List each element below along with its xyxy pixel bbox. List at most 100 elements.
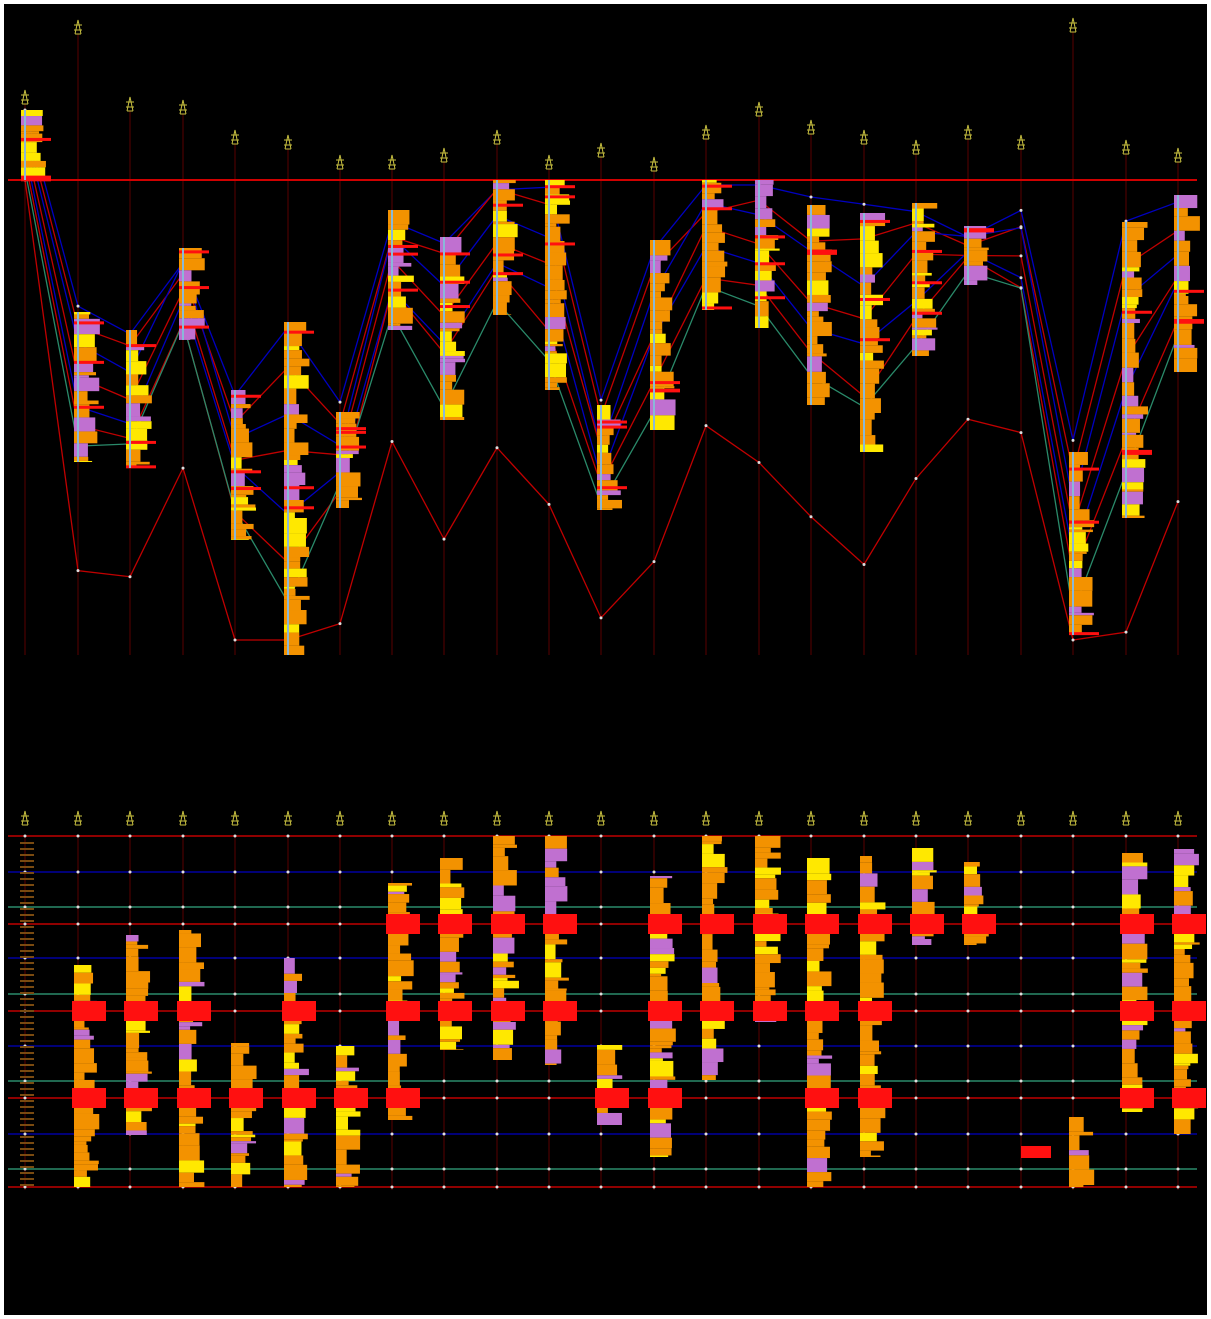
layer bbox=[650, 255, 668, 261]
layer bbox=[650, 1079, 668, 1092]
node bbox=[181, 870, 185, 874]
layer bbox=[860, 1074, 875, 1086]
layer bbox=[388, 262, 412, 267]
node bbox=[338, 956, 342, 960]
layer bbox=[179, 1172, 194, 1183]
node bbox=[1019, 870, 1023, 874]
marker bbox=[910, 914, 944, 934]
layer bbox=[126, 344, 145, 351]
layer bbox=[702, 1062, 718, 1076]
layer bbox=[284, 561, 301, 569]
layer bbox=[912, 872, 930, 876]
layer bbox=[493, 210, 507, 222]
layer bbox=[1122, 304, 1137, 309]
marker bbox=[1172, 914, 1206, 934]
layer bbox=[284, 568, 307, 578]
layer bbox=[755, 316, 769, 328]
layer bbox=[126, 416, 151, 422]
layer bbox=[231, 539, 249, 540]
layer bbox=[1174, 1108, 1195, 1120]
layer bbox=[126, 449, 141, 462]
scale-tick bbox=[20, 1088, 34, 1090]
layer bbox=[545, 387, 560, 390]
layer bbox=[1069, 481, 1081, 497]
node bbox=[1019, 226, 1023, 230]
layer bbox=[1122, 418, 1140, 433]
marker bbox=[962, 914, 996, 934]
layer bbox=[545, 299, 561, 304]
layer bbox=[702, 250, 725, 262]
layer bbox=[74, 994, 91, 1001]
layer bbox=[702, 261, 728, 267]
layer bbox=[650, 1060, 674, 1077]
layer bbox=[388, 976, 402, 982]
layer bbox=[807, 311, 819, 317]
marker bbox=[753, 1001, 787, 1021]
layer bbox=[1174, 347, 1198, 359]
layer bbox=[964, 265, 988, 281]
node bbox=[914, 1096, 918, 1100]
marker bbox=[807, 249, 837, 253]
well-icon bbox=[388, 810, 396, 826]
scale-tick bbox=[20, 842, 34, 844]
layer bbox=[74, 1063, 97, 1073]
layer bbox=[1174, 905, 1191, 917]
log-track bbox=[758, 180, 760, 328]
node bbox=[1071, 1044, 1075, 1048]
layer bbox=[74, 1136, 92, 1142]
layer bbox=[440, 909, 463, 919]
layer bbox=[964, 261, 984, 266]
layer bbox=[912, 350, 929, 356]
layer bbox=[284, 404, 299, 415]
node bbox=[547, 1079, 551, 1083]
layer bbox=[388, 933, 409, 946]
layer bbox=[126, 374, 139, 386]
marker bbox=[700, 914, 734, 934]
layer bbox=[1174, 1119, 1191, 1134]
layer bbox=[860, 856, 873, 863]
node bbox=[338, 834, 342, 838]
node bbox=[599, 616, 603, 620]
layer bbox=[1174, 240, 1191, 252]
well-icon bbox=[231, 810, 239, 826]
layer bbox=[1069, 624, 1082, 633]
marker bbox=[860, 219, 890, 223]
node bbox=[914, 1167, 918, 1171]
layer bbox=[860, 338, 878, 346]
layer bbox=[860, 1150, 871, 1156]
layer bbox=[807, 272, 826, 281]
marker bbox=[74, 321, 104, 325]
layer bbox=[284, 1068, 309, 1076]
layer bbox=[807, 873, 832, 881]
node bbox=[704, 1096, 708, 1100]
layer bbox=[807, 1019, 823, 1033]
layer bbox=[440, 416, 465, 420]
marker bbox=[282, 1088, 316, 1108]
log-track bbox=[234, 390, 236, 540]
layer bbox=[545, 886, 568, 902]
marker bbox=[912, 311, 942, 315]
layer bbox=[545, 303, 565, 318]
layer bbox=[231, 1118, 244, 1132]
node bbox=[757, 1044, 761, 1048]
marker bbox=[650, 381, 680, 385]
scale-tick bbox=[20, 1064, 34, 1066]
layer bbox=[1069, 1150, 1089, 1156]
layer bbox=[755, 196, 767, 209]
node bbox=[1071, 992, 1075, 996]
layer bbox=[545, 980, 559, 989]
node bbox=[599, 905, 603, 909]
layer bbox=[440, 951, 457, 962]
layer bbox=[650, 283, 665, 292]
layer bbox=[807, 397, 825, 405]
layer bbox=[440, 389, 465, 405]
layer bbox=[284, 595, 310, 600]
layer bbox=[284, 366, 302, 376]
layer bbox=[284, 1139, 303, 1142]
layer bbox=[493, 221, 515, 225]
layer bbox=[545, 861, 557, 868]
layer bbox=[440, 869, 451, 884]
layer bbox=[807, 1119, 831, 1131]
layer bbox=[179, 1126, 196, 1134]
layer bbox=[597, 1049, 616, 1065]
